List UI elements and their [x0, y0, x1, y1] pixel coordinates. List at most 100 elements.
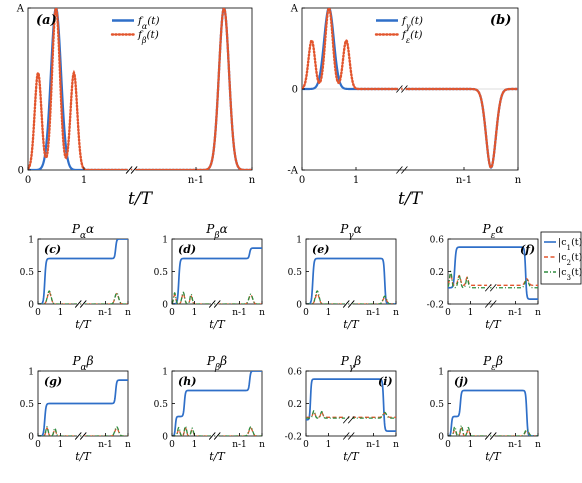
x-tick-label: 1: [192, 440, 198, 450]
x-tick-label: 0: [303, 308, 309, 318]
panel-letter: (j): [454, 375, 468, 388]
panel-letter: (i): [378, 375, 393, 388]
panel-title: Pββ: [206, 354, 227, 373]
x-tick-label: n: [393, 440, 399, 450]
axis-break: [342, 415, 355, 440]
legend-label: fε(t): [401, 29, 423, 45]
x-tick-label: 1: [192, 308, 198, 318]
x-tick-label: n: [249, 175, 256, 186]
x-tick-label: n-1: [232, 308, 247, 318]
x-tick-label: 1: [58, 308, 64, 318]
x-tick-label: 0: [303, 440, 309, 450]
y-tick-label: 0.2: [288, 400, 302, 410]
x-tick-label: n: [535, 308, 541, 318]
x-tick-label: n-1: [508, 308, 523, 318]
axis-break: [342, 300, 355, 308]
x-tick-label: 0: [299, 175, 305, 186]
panel-letter: (a): [36, 13, 57, 28]
data-group: [302, 8, 518, 170]
y-tick-label: 0: [296, 301, 302, 311]
data-group: [448, 389, 538, 436]
series-line-green: [306, 290, 396, 304]
y-tick-label: 0: [28, 301, 34, 311]
axis-break: [208, 432, 221, 440]
panel-e: 0 1 n-1 n 0 0.5 1 t/T Pγα (e): [288, 222, 399, 331]
series-line-green: [172, 425, 262, 436]
break-slash: [401, 166, 408, 174]
break-slash: [213, 300, 221, 308]
y-tick-label: 0.6: [430, 236, 445, 246]
series-line-blue: [448, 389, 538, 436]
series-line-blue: [448, 246, 538, 300]
panel-j: 0 1 n-1 n 0 0.5 1 t/T Pεβ (j): [430, 354, 541, 463]
break-slash: [342, 415, 350, 424]
y-tick-label: -0.2: [285, 433, 302, 443]
break-slash: [396, 166, 403, 174]
axis-break: [208, 300, 221, 308]
axis-break: [74, 300, 87, 308]
y-tick-label: A: [290, 4, 299, 15]
y-tick-label: 0: [18, 166, 24, 177]
legend-label: fγ(t): [401, 15, 423, 31]
y-tick-label: 0.5: [430, 400, 445, 410]
break-slash: [489, 283, 497, 292]
y-tick-label: A: [16, 4, 25, 15]
break-slash: [484, 432, 492, 440]
break-slash: [125, 166, 133, 174]
y-tick-label: 0: [438, 433, 444, 443]
panel-letter: (h): [178, 375, 196, 388]
x-axis-label: t/T: [485, 318, 502, 331]
x-tick-label: n-1: [508, 440, 523, 450]
data-group: [172, 247, 262, 304]
panel-title: Pγα: [339, 222, 362, 241]
x-tick-label: 1: [81, 175, 87, 186]
series-line-blue: [38, 379, 128, 436]
axis-break: [396, 85, 408, 174]
break-slash: [208, 432, 216, 440]
break-slash: [130, 166, 138, 174]
data-group: [28, 8, 252, 170]
x-tick-label: n-1: [98, 440, 113, 450]
break-slash: [489, 300, 497, 308]
panel-title: Pεα: [481, 222, 503, 241]
x-axis-label: t/T: [343, 318, 360, 331]
x-tick-label: n: [393, 308, 399, 318]
y-tick-label: 0.5: [20, 268, 35, 278]
x-axis-label: t/T: [485, 450, 502, 463]
x-axis-label: t/T: [209, 450, 226, 463]
panel-title: Pεβ: [482, 354, 503, 373]
break-slash: [74, 432, 82, 440]
panel-d: 0 1 n-1 n 0 0.5 1 t/T Pβα (d): [154, 222, 265, 331]
panel-c: 0 1 n-1 n 0 0.5 1 t/T Pαα (c): [20, 222, 131, 331]
series-line-red: [306, 292, 396, 304]
legend-label: |c1(t)|: [558, 237, 582, 252]
panel-letter: (e): [312, 243, 329, 256]
x-tick-label: 1: [326, 440, 332, 450]
x-tick-label: n-1: [232, 440, 247, 450]
x-tick-label: 0: [25, 175, 31, 186]
x-tick-label: n: [259, 440, 265, 450]
series-line-green: [172, 291, 262, 304]
break-slash: [74, 300, 82, 308]
x-axis-label: t/T: [75, 450, 92, 463]
legend-label: |c2(t)|: [558, 252, 582, 267]
y-tick-label: -0.2: [427, 301, 444, 311]
y-tick-label: 0: [292, 85, 298, 96]
x-tick-label: 0: [445, 440, 451, 450]
x-tick-label: n-1: [456, 175, 472, 186]
x-tick-label: 1: [468, 308, 474, 318]
y-tick-label: 0.5: [154, 400, 169, 410]
data-group: [38, 379, 128, 436]
break-slash: [347, 415, 355, 424]
x-axis-label: t/T: [398, 189, 424, 209]
panel-letter: (g): [44, 375, 62, 388]
series-line-blue: [306, 378, 396, 432]
bottom-legend: |c1(t)||c2(t)||c3(t)|: [540, 231, 582, 285]
x-axis-label: t/T: [128, 189, 154, 209]
panel-i: 0 1 n-1 n -0.2 0.2 0.6 t/T Pγβ (i): [285, 354, 399, 463]
x-tick-label: 1: [58, 440, 64, 450]
break-slash: [213, 432, 221, 440]
x-tick-label: n: [125, 440, 131, 450]
series-line-red: [302, 8, 518, 170]
